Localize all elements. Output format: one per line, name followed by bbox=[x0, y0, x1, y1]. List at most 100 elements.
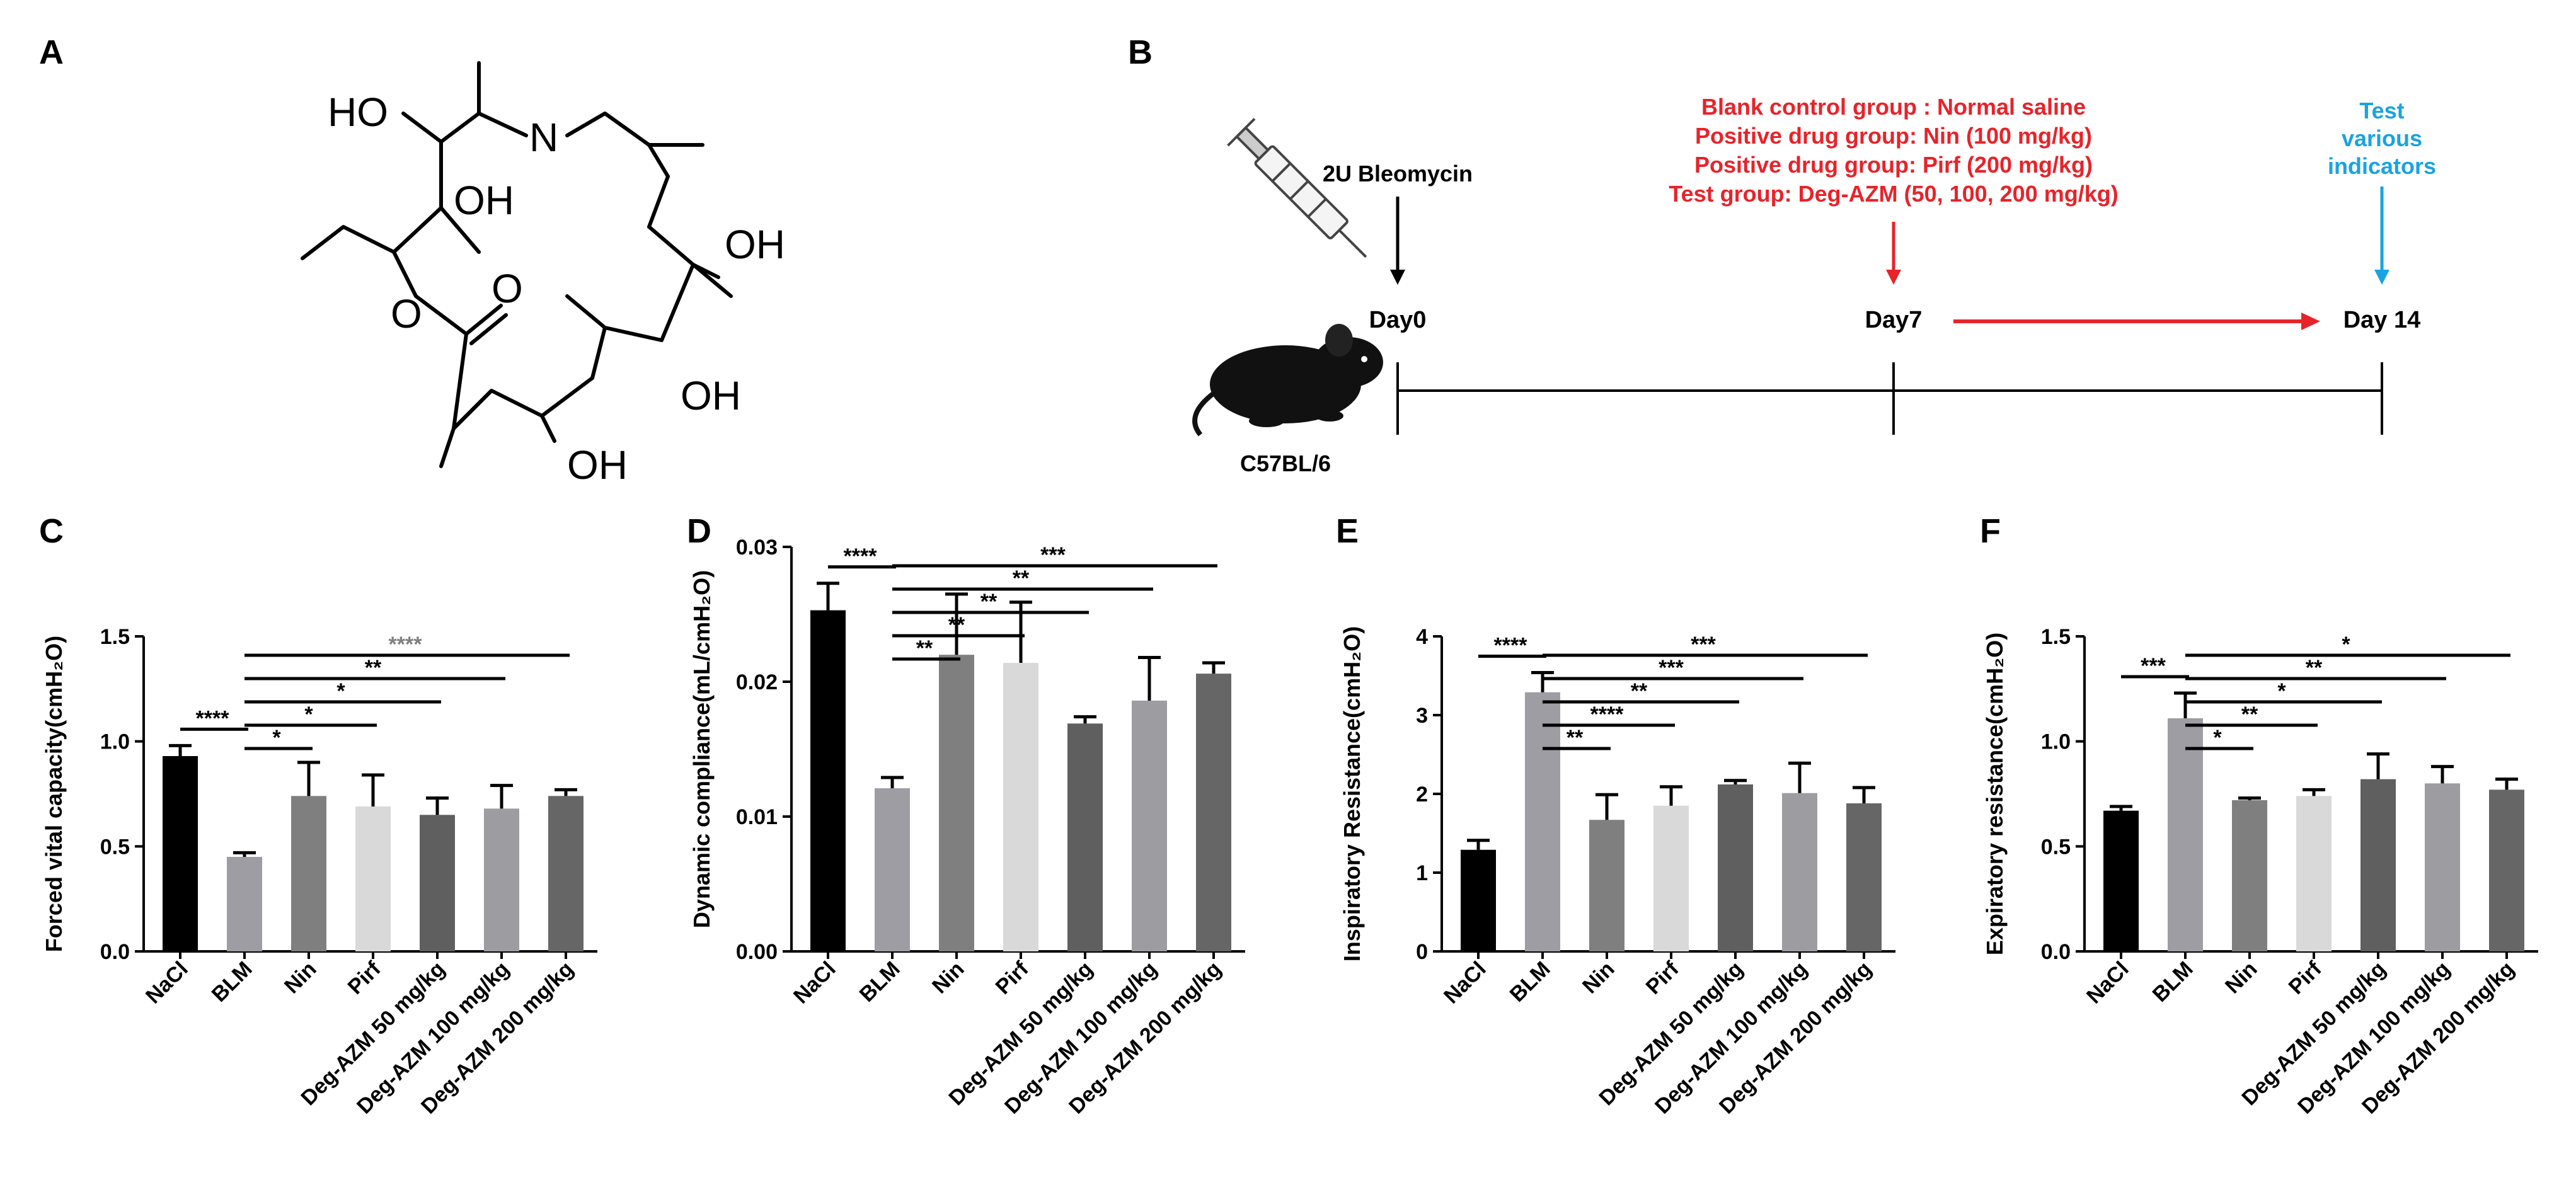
significance-label: ** bbox=[948, 613, 965, 637]
label-ho-top: HO bbox=[328, 89, 388, 135]
test-line-2: various bbox=[2342, 125, 2422, 151]
bar bbox=[355, 806, 391, 951]
significance-label: * bbox=[2213, 726, 2222, 750]
y-axis-label: Inspiratory Resistance(cmH₂O) bbox=[1339, 626, 1365, 961]
bar bbox=[163, 756, 198, 951]
bond-ethyl bbox=[301, 225, 396, 260]
bond-n-ring bbox=[565, 112, 670, 178]
bond-oh-bottom bbox=[540, 414, 556, 443]
label-o-ring: O bbox=[391, 291, 422, 336]
bond-chain-top bbox=[401, 112, 481, 144]
y-tick-label: 0.00 bbox=[736, 940, 778, 964]
y-tick-label: 0.02 bbox=[736, 670, 778, 694]
bar bbox=[291, 796, 326, 951]
bond-methyl-right2 bbox=[691, 263, 733, 298]
bond-c-n bbox=[477, 112, 528, 137]
significance-label: ** bbox=[365, 656, 382, 680]
bond-methyl-bottom bbox=[452, 401, 481, 430]
mouse-icon bbox=[1192, 324, 1383, 437]
bar bbox=[2168, 718, 2203, 951]
bar bbox=[810, 610, 846, 951]
significance-label: * bbox=[304, 703, 313, 726]
x-tick-label: Pirf bbox=[343, 956, 386, 999]
x-tick-label: BLM bbox=[855, 957, 905, 1007]
bleomycin-arrowhead bbox=[1390, 270, 1405, 285]
y-tick-label: 0.0 bbox=[2041, 940, 2071, 964]
bar bbox=[2103, 810, 2139, 951]
bar bbox=[548, 796, 584, 951]
day14-arrowhead bbox=[2374, 270, 2389, 285]
timeline-group: 2U Bleomycin Blank control group : Norma… bbox=[1192, 94, 2436, 476]
significance-label: * bbox=[272, 726, 281, 750]
bond-ester bbox=[392, 250, 468, 336]
bar bbox=[1132, 700, 1167, 951]
significance-label: **** bbox=[196, 706, 230, 730]
bond-methyl-lower bbox=[565, 294, 607, 330]
x-tick-label: Pirf bbox=[1642, 956, 1684, 999]
label-oh-mid: OH bbox=[454, 178, 514, 223]
y-tick-label: 0.5 bbox=[2041, 835, 2071, 859]
group-line-4: Test group: Deg-AZM (50, 100, 200 mg/kg) bbox=[1669, 181, 2118, 207]
bar bbox=[1846, 803, 1882, 951]
molecule-labels: HO N OH OH O O OH OH bbox=[328, 89, 785, 488]
y-tick-label: 0.03 bbox=[736, 536, 778, 559]
y-tick-label: 1.5 bbox=[2041, 625, 2071, 649]
significance-label: * bbox=[336, 679, 345, 703]
x-tick-label: NaCl bbox=[1439, 957, 1491, 1009]
x-tick-label: BLM bbox=[1505, 957, 1555, 1007]
group-line-3: Positive drug group: Pirf (200 mg/kg) bbox=[1694, 152, 2093, 178]
x-tick-label: NaCl bbox=[789, 957, 841, 1009]
significance-label: * bbox=[2342, 633, 2350, 657]
x-tick-label: BLM bbox=[2148, 957, 2198, 1007]
chart-expiratory-resistance: 0.0 0.5 1.0 1.5 Expiratory resistance(cmH₂O)… bbox=[1982, 625, 2538, 1118]
bar bbox=[1653, 805, 1689, 951]
bar bbox=[1589, 820, 1624, 951]
x-tick-label: NaCl bbox=[2082, 957, 2134, 1009]
significance-label: **** bbox=[1590, 703, 1624, 726]
day7-arrowhead bbox=[1886, 270, 1901, 285]
molecule-structure bbox=[301, 61, 733, 468]
significance-label: **** bbox=[1494, 634, 1528, 658]
label-oh-bottom-mid: OH bbox=[681, 373, 741, 418]
x-tick-label: Nin bbox=[2221, 957, 2262, 999]
syringe-icon bbox=[1227, 118, 1367, 258]
test-line-1: Test bbox=[2359, 98, 2404, 123]
chart-forced-vital-capacity: 0.0 0.5 1.0 1.5 Forced vital capacity(cmH₂O)… bbox=[41, 625, 597, 1118]
significance-label: ** bbox=[916, 636, 933, 660]
x-tick-label: NaCl bbox=[141, 957, 193, 1009]
bar bbox=[2296, 796, 2332, 951]
label-oh-bottom: OH bbox=[567, 442, 628, 488]
chart-inspiratory-resistance: 0 1 2 3 4 Inspiratory Resistance(cmH₂O) NaCl BL… bbox=[1339, 625, 1895, 1118]
x-tick-label: Nin bbox=[280, 957, 321, 999]
bar bbox=[2232, 800, 2267, 951]
bar bbox=[1196, 674, 1231, 951]
bar bbox=[2489, 789, 2524, 951]
y-tick-label: 2 bbox=[1416, 783, 1428, 806]
x-tick-label: Pirf bbox=[991, 956, 1033, 999]
chart-dynamic-compliance: 0.00 0.01 0.02 0.03 Dynamic compliance(mL/cm… bbox=[689, 536, 1245, 1118]
panel-label-d: D bbox=[687, 512, 711, 550]
panel-label-b: B bbox=[1128, 33, 1153, 71]
label-o-carbonyl: O bbox=[492, 266, 523, 311]
group-line-2: Positive drug group: Nin (100 mg/kg) bbox=[1695, 123, 2092, 149]
panel-label-c: C bbox=[39, 512, 64, 550]
significance-label: *** bbox=[1691, 633, 1716, 657]
y-tick-label: 0.5 bbox=[100, 835, 130, 859]
y-axis-label: Expiratory resistance(cmH₂O) bbox=[1982, 633, 2008, 955]
y-axis-label: Dynamic compliance(mL/cmH₂O) bbox=[689, 570, 715, 928]
significance-label: ** bbox=[1567, 726, 1584, 750]
significance-label: ** bbox=[1631, 679, 1648, 703]
mouse-strain-label: C57BL/6 bbox=[1240, 450, 1331, 476]
x-tick-label: Pirf bbox=[2284, 956, 2326, 999]
y-tick-label: 4 bbox=[1416, 625, 1428, 649]
bar bbox=[2360, 779, 2396, 951]
bar bbox=[1782, 793, 1817, 951]
bar bbox=[484, 808, 519, 951]
panel-label-e: E bbox=[1336, 512, 1359, 550]
bar bbox=[1003, 663, 1038, 951]
panel-label-a: A bbox=[39, 33, 64, 71]
treatment-arrowhead bbox=[2301, 313, 2320, 330]
day7-label: Day7 bbox=[1865, 307, 1923, 333]
significance-label: * bbox=[2277, 679, 2286, 703]
x-tick-label: Nin bbox=[1578, 957, 1619, 999]
